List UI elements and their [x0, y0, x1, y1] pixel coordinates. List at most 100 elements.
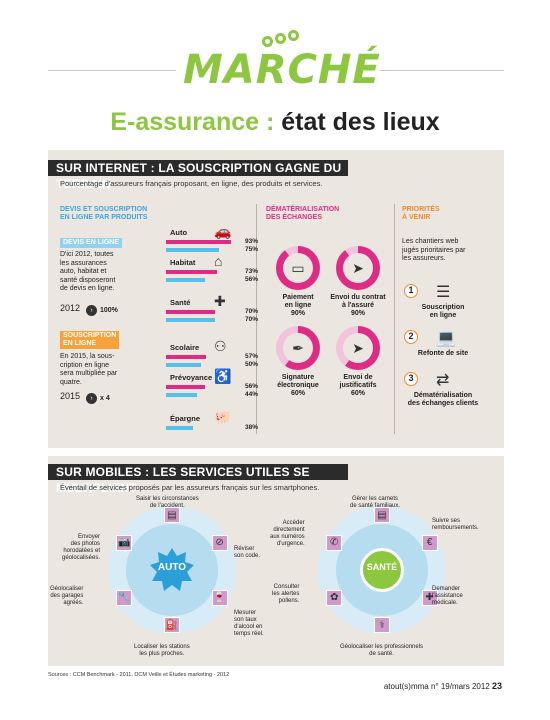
prio-intro: Les chantiers web jugés prioritaires par l…: [402, 238, 466, 263]
souscription-percent: 56%: [244, 276, 258, 283]
souscription-text: En 2015, la sous-cription en ligne sera m…: [60, 353, 118, 386]
devis-value: 100%: [100, 307, 118, 314]
souscription-year: 2015: [60, 391, 81, 401]
no-entry-icon: ⊘: [211, 534, 228, 551]
souscription-bar: [166, 278, 206, 282]
product-name: Auto: [170, 228, 188, 237]
priority-number: 3: [404, 372, 418, 386]
flower-icon: ✿: [326, 589, 343, 606]
service-label: Géolocaliser les professionnels de santé.: [340, 644, 424, 657]
header-rule-right: [380, 70, 504, 71]
product-name: Épargne: [170, 414, 201, 423]
phone-icon: ✆: [326, 534, 343, 551]
page-title: E-assurance : état des lieux: [0, 106, 550, 138]
col3-title: PRIORITÉS À VENIR: [402, 206, 440, 221]
children-icon: ⚇: [214, 338, 227, 354]
logo-dots: [262, 30, 302, 50]
service-label: Localiser les stations les plus proches.: [134, 644, 190, 657]
devis-bar: [166, 385, 206, 389]
souscription-percent: 50%: [244, 361, 258, 368]
camera-icon: 📷: [116, 534, 133, 551]
souscription-bar: [166, 363, 201, 367]
euro-icon: €: [421, 534, 438, 551]
devis-percent: 57%: [244, 353, 258, 360]
document-icon: ▤: [164, 507, 180, 523]
medical-kit-icon: ✚: [214, 293, 226, 309]
service-label: Mesurer son taux d'alcool en temps réel.: [234, 610, 264, 637]
service-label: Envoyer des photos horodatées et géolocalis…: [62, 534, 101, 561]
service-label: Consulter les alertes pollens.: [272, 584, 300, 604]
demat-ring: ▭: [276, 246, 320, 290]
service-label: Géolocaliser des garages agréés.: [50, 586, 84, 606]
demat-label: Signature électronique 60%: [277, 374, 319, 397]
souscription-percent: 75%: [244, 246, 258, 253]
divider-1: [256, 204, 257, 434]
internet-band: SUR INTERNET : LA SOUSCRIPTION GAGNE DU …: [48, 160, 348, 191]
title-part1: E-assurance :: [110, 108, 275, 136]
devis-percent: 73%: [244, 268, 258, 275]
car-icon: 🚗: [214, 223, 232, 239]
wheelchair-icon: ♿: [214, 368, 232, 384]
product-name: Prévoyance: [170, 373, 213, 382]
internet-subtitle: Pourcentage d'assureurs français proposa…: [60, 179, 323, 188]
service-label: Réviser son code.: [234, 546, 261, 559]
service-label: Accéder directement aux numéros d'urgence.: [270, 520, 305, 547]
souscription-bar: [166, 248, 219, 252]
priority-label: Souscription en ligne: [421, 304, 465, 319]
demat-ring: ➤: [336, 326, 380, 370]
devis-text: D'ici 2012, toutes les assurances auto, ha…: [60, 251, 116, 293]
demat-ring: ✒: [276, 326, 320, 370]
priority-label: Refonte de site: [417, 350, 469, 357]
souscription-bar: [166, 318, 215, 322]
priority-number: 2: [404, 330, 418, 344]
title-part2: état des lieux: [281, 108, 440, 136]
demat-label: Envoi de justificatifs 60%: [339, 374, 377, 397]
devis-tag: DEVIS EN LIGNE: [60, 238, 123, 248]
souscription-percent: 38%: [244, 424, 258, 431]
demat-ring: ➤: [336, 246, 380, 290]
souscription-value: x 4: [100, 395, 110, 402]
arrow-icon: ›: [86, 393, 97, 404]
devis-bar: [166, 310, 215, 314]
service-label: Demander l'assistance médicale.: [432, 586, 463, 606]
souscription-bar: [166, 426, 193, 430]
col1-title: DEVIS ET SOUSCRIPTION EN LIGNE PAR PRODUI…: [60, 206, 148, 221]
devis-percent: 56%: [244, 383, 258, 390]
demat-label: Envoi du contrat à l'assuré 90%: [330, 294, 386, 317]
service-label: Suivre ses remboursements.: [432, 518, 479, 531]
piggy-bank-icon: 🐖: [214, 409, 232, 425]
medical-cross-icon: ✚: [421, 589, 438, 606]
caduceus-icon: ⚕: [374, 617, 390, 633]
service-label: Saisir les circonstances de l'accident.: [136, 496, 199, 509]
sante-badge: [360, 548, 404, 592]
section-title: MARCHÉ: [183, 47, 381, 93]
devis-percent: 93%: [244, 238, 258, 245]
paper-plane-icon: ➤: [343, 253, 373, 283]
souscription-tag: SOUSCRIPTION EN LIGNE: [60, 331, 120, 349]
devis-bar: [166, 270, 218, 274]
laptop-icon: 💻: [436, 330, 456, 347]
souscription-percent: 70%: [244, 316, 258, 323]
header-rule-left: [48, 70, 176, 71]
internet-panel: SUR INTERNET : LA SOUSCRIPTION GAGNE DU …: [48, 150, 504, 448]
house-icon: ⌂: [214, 253, 223, 269]
pen-icon: ✒: [283, 333, 313, 363]
form-icon: ☰: [436, 284, 451, 301]
credit-card-icon: ▭: [283, 253, 313, 283]
folio: atout(s)mma n° 19/mars 2012 23: [383, 681, 502, 691]
notebook-icon: ▤: [374, 507, 390, 523]
mobile-wheels: [108, 506, 446, 634]
exchange-arrows-icon: ⇄: [436, 372, 450, 389]
priority-number: 1: [404, 284, 418, 298]
col2-title: DÉMATÉRIALISATION DES ÉCHANGES: [266, 206, 340, 221]
wine-glass-icon: 🍷: [211, 589, 228, 606]
auto-badge: [150, 548, 194, 591]
mobiles-panel: SUR MOBILES : LES SERVICES UTILES SE MUL…: [48, 456, 504, 666]
demat-label: Paiement en ligne 90%: [282, 294, 314, 317]
wrench-icon: 🔧: [116, 589, 133, 606]
devis-year: 2012: [60, 303, 81, 313]
auto-label: AUTO: [157, 562, 187, 573]
arrow-icon: ›: [86, 305, 97, 316]
product-name: Habitat: [170, 258, 196, 267]
souscription-bar: [166, 393, 197, 397]
